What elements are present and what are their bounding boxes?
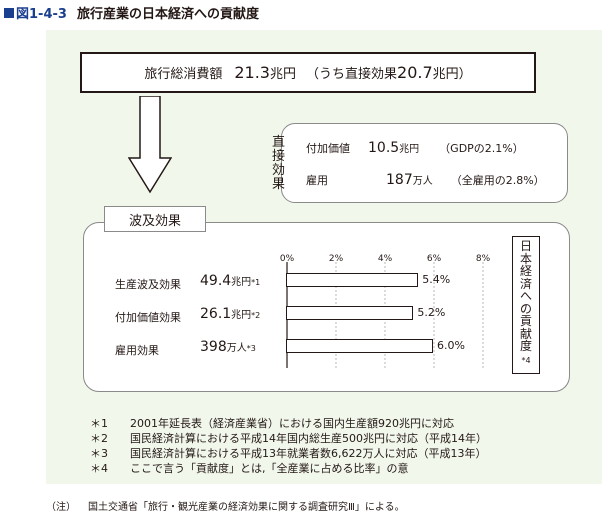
x-tick-label: 2% <box>328 254 344 264</box>
direct-effect-note-open: （うち直接効果 <box>306 67 398 82</box>
row-label-employment: 雇用効果 <box>115 344 159 357</box>
total-spending-unit: 兆円 <box>269 67 296 82</box>
footnote-4: ＊4 ここで言う「貢献度」とは,「全産業に占める比率」の意 <box>90 462 409 475</box>
direct-value-added-row: 付加価値 10.5 兆円 （GDPの2.1%） <box>306 140 524 156</box>
total-spending-value: 21.3 <box>234 63 270 82</box>
bar <box>286 339 433 353</box>
x-tick-label: 0% <box>279 254 295 264</box>
direct-effect-note-value: 20.7 <box>397 63 433 82</box>
footnote-3: ＊3 国民経済計算における平成13年就業者数6,622万人に対応（平成13年） <box>90 447 487 460</box>
direct-employment-row: 雇用 187 万人 （全雇用の2.8%） <box>306 172 545 188</box>
bar <box>286 273 419 287</box>
footnotes: ＊1 2001年延長表（経済産業省）における国内生産額920兆円に対応 ＊2 国民経… <box>90 416 487 476</box>
down-arrow-icon <box>128 96 172 194</box>
bar-value-label: 5.4% <box>422 273 451 286</box>
direct-effect-box <box>281 123 568 203</box>
row-value-employment: 398 万人 *3 <box>200 339 256 355</box>
bar-value-label: 5.2% <box>417 306 446 319</box>
title-square-icon <box>4 7 14 18</box>
x-tick-label: 4% <box>377 254 393 264</box>
row-label-value-added: 付加価値効果 <box>115 311 181 324</box>
x-tick-label: 8% <box>475 254 491 264</box>
footnote-2: ＊2 国民経済計算における平成14年国内総生産500兆円に対応（平成14年） <box>90 432 487 445</box>
row-value-value-added: 26.1 兆円 *2 <box>200 306 261 322</box>
source-note: （注） 国土交通省「旅行・観光産業の経済効果に関する調査研究Ⅲ」による。 <box>46 502 405 513</box>
figure-title-text: 旅行産業の日本経済への貢献度 <box>76 7 259 22</box>
contribution-label: 日 本 経 済 へ の 貢 献 度 *4 <box>512 236 540 374</box>
total-spending-box: 旅行総消費額 21.3 兆円 （うち直接効果 20.7 兆円） <box>80 52 536 93</box>
bar-value-label: 6.0% <box>437 339 465 352</box>
row-value-production: 49.4 兆円 *1 <box>200 273 261 289</box>
row-label-production: 生産波及効果 <box>115 278 181 291</box>
total-spending-label: 旅行総消費額 <box>144 67 223 82</box>
ripple-effect-tag: 波及効果 <box>104 206 206 232</box>
direct-effect-label: 直 接 効 果 <box>272 135 286 192</box>
figure-title: 図1-4-3 旅行産業の日本経済への貢献度 <box>4 3 259 22</box>
footnote-1: ＊1 2001年延長表（経済産業省）における国内生産額920兆円に対応 <box>90 417 454 430</box>
direct-effect-note-close: 兆円） <box>432 67 472 82</box>
figure-number: 図1-4-3 <box>16 7 67 22</box>
bar <box>286 306 414 320</box>
x-tick-label: 6% <box>426 254 442 264</box>
